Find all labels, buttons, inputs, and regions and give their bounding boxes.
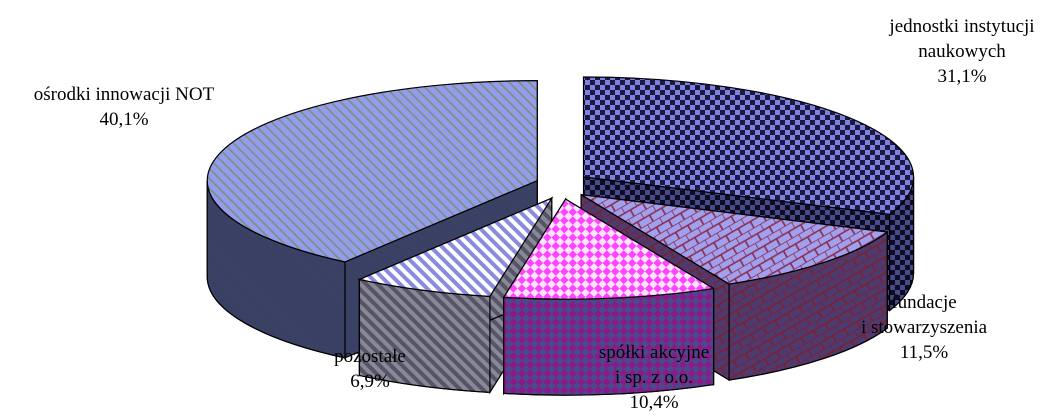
slice-name-line-2-1: i sp. z o.o. [615, 367, 693, 388]
slice-value-label-2: 10,4% [629, 392, 678, 413]
pie-tops [206, 76, 915, 300]
pie-labels: jednostki instytucji naukowych 31,1% fundac… [34, 16, 1035, 413]
slice-label-4: ośrodki innowacji NOT 40,1% [34, 84, 215, 130]
slice-value-label-0: 31,1% [937, 66, 986, 87]
slice-value-label-1: 11,5% [900, 342, 949, 363]
slice-name-line-1-1: i stowarzyszenia [861, 317, 988, 338]
pie-slice-4 [206, 80, 538, 263]
slice-name-line-0-1: naukowych [918, 41, 1006, 62]
slice-name-line-2-0: spółki akcyjne [599, 342, 709, 363]
pie-slice-1 [580, 194, 889, 285]
slice-label-1: fundacje i stowarzyszenia 11,5% [861, 292, 988, 363]
slice-label-2: spółki akcyjne i sp. z o.o. 10,4% [599, 342, 709, 413]
slice-name-line-0-0: jednostki instytucji [888, 16, 1034, 37]
slice-name-line-4-0: ośrodki innowacji NOT [34, 84, 215, 105]
slice-value-label-3: 6,9% [350, 371, 390, 392]
pie-slice-3 [357, 196, 554, 297]
slice-label-0: jednostki instytucji naukowych 31,1% [888, 16, 1034, 87]
slice-name-line-3-0: pozostałe [334, 346, 406, 367]
pie-slice-2 [502, 198, 716, 300]
slice-label-3: pozostałe 6,9% [334, 346, 406, 392]
slice-value-label-4: 40,1% [99, 109, 148, 130]
pie-slice-0 [582, 76, 915, 216]
slice-name-line-1-0: fundacje [891, 292, 956, 313]
